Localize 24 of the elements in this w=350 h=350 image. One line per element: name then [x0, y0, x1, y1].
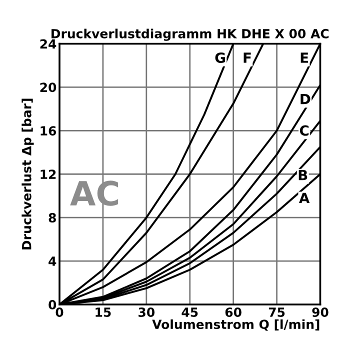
annotation: D	[300, 94, 310, 104]
y-tick-label: 24	[40, 39, 56, 48]
x-tick-label: 75	[268, 308, 285, 317]
x-tick-label: 15	[96, 308, 111, 317]
y-axis-title: Druckverlust Δp [bar]	[22, 98, 34, 250]
y-tick-label: 12	[40, 170, 56, 179]
annotation: E	[300, 52, 308, 63]
x-tick-label: 30	[138, 308, 155, 317]
chart-title: Druckverlustdiagramm HK DHE X 00 AC	[52, 28, 329, 41]
x-tick-label: 45	[182, 308, 198, 317]
x-tick-label: 60	[225, 308, 242, 317]
y-tick-label: 16	[40, 126, 56, 136]
annotation: G	[215, 52, 225, 63]
y-tick-label: 8	[48, 213, 56, 223]
annotation: C	[300, 125, 309, 136]
x-tick-label: 0	[56, 308, 64, 317]
annotation: A	[299, 192, 310, 203]
annotation: F	[244, 52, 251, 63]
y-tick-label: 20	[40, 82, 56, 92]
x-tick-label: 90	[312, 308, 328, 317]
y-tick-label: 4	[48, 256, 56, 266]
y-tick-label: 0	[48, 300, 56, 310]
annotation: B	[298, 170, 308, 180]
x-axis-title: Volumenstrom Q [l/min]	[152, 319, 320, 331]
